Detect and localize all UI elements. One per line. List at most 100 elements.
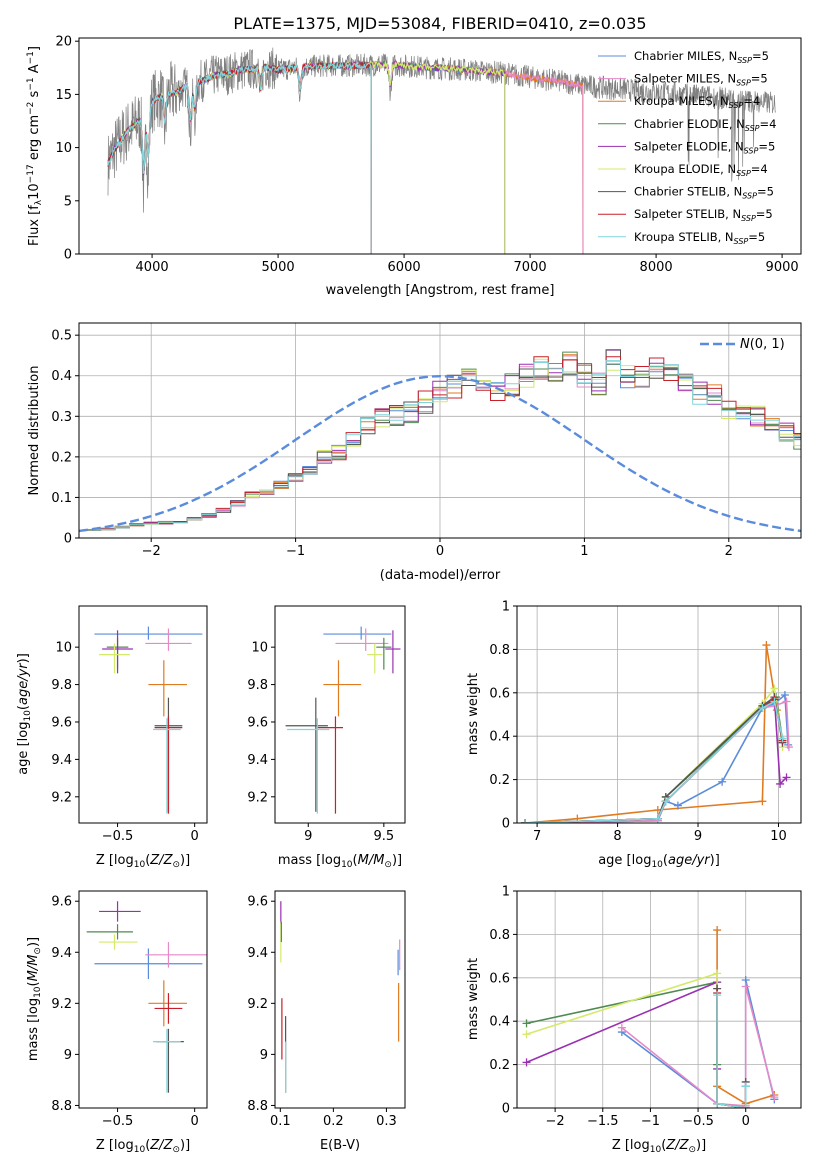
label-part: Kroupa STELIB, N (634, 230, 734, 244)
label-part: =5 (751, 72, 768, 86)
series-line (524, 700, 784, 823)
x-tick-label: 4000 (136, 260, 169, 275)
label-part: SSP (745, 124, 760, 133)
label-part: mass [log (278, 853, 341, 868)
y-tick-label: 9 (64, 1048, 72, 1063)
plot-area (86, 901, 207, 1093)
label-part: =4 (743, 94, 760, 108)
figure-title: PLATE=1375, MJD=53084, FIBERID=0410, z=0… (233, 14, 646, 33)
series-marker (762, 641, 771, 650)
label-part: ( (145, 853, 150, 868)
x-axis-label: E(B-V) (320, 1138, 360, 1153)
axes-frame (78, 37, 802, 255)
x-tick-label: 0.3 (376, 1114, 397, 1129)
legend-entry: Kroupa ELODIE, NSSP=4 (634, 162, 768, 178)
y-tick-label: 0.2 (51, 450, 72, 465)
y-tick-label: 0.1 (51, 491, 72, 506)
label-part: ⊙ (172, 860, 180, 870)
x-tick-label: −1.5 (587, 1114, 619, 1129)
label-part: 10 (134, 860, 146, 870)
y-tick-label: 0.8 (489, 928, 510, 943)
y-tick-label: 9.2 (51, 997, 72, 1012)
x-tick-label: −0.5 (102, 1114, 134, 1129)
label-part: Flux [f (27, 205, 42, 246)
y-tick-label: 1 (502, 600, 510, 615)
x-tick-label: −2 (142, 544, 161, 559)
legend-entry: Kroupa STELIB, NSSP=5 (634, 230, 765, 246)
series-marker (661, 797, 670, 806)
x-tick-label: 6000 (388, 260, 421, 275)
label-part: )] (180, 853, 190, 868)
x-tick-label: −1 (286, 544, 305, 559)
label-part: Chabrier ELODIE, N (634, 117, 745, 131)
x-tick-label: 8 (613, 829, 621, 844)
y-tick-label: 9.2 (247, 790, 268, 805)
series-marker (522, 1058, 531, 1067)
label-part: SSP (742, 192, 757, 201)
y-tick-label: 20 (55, 35, 72, 50)
spectrum-model-line (107, 61, 372, 254)
y-axis-label: Normed distribution (27, 366, 42, 496)
series-line (716, 993, 747, 1108)
label-part: Z/Z (149, 1138, 173, 1153)
label-part: −17 (26, 164, 36, 183)
y-tick-label: 0.4 (489, 1015, 510, 1030)
series-marker (758, 797, 767, 806)
series-marker (522, 1019, 531, 1028)
series-marker (782, 697, 791, 706)
label-part: SSP (734, 237, 749, 246)
label-part: ⊙ (688, 1145, 696, 1155)
plot-area (107, 47, 776, 254)
label-part: )] (392, 853, 402, 868)
series-line (716, 988, 747, 1108)
legend-entry: Salpeter MILES, NSSP=5 (634, 72, 768, 88)
series-line (524, 693, 789, 823)
series-marker (778, 734, 787, 743)
label-part: Z/Z (149, 853, 173, 868)
series-line (524, 695, 784, 823)
y-axis-label: mass [log10(M/M⊙)] (26, 937, 43, 1061)
y-tick-label: 9.6 (51, 715, 72, 730)
x-tick-label: 5000 (262, 260, 295, 275)
series-marker (782, 773, 791, 782)
y-tick-label: 0.3 (51, 410, 72, 425)
label-part: ⊙ (33, 947, 43, 955)
label-part: )] (696, 1138, 706, 1153)
label-part: age [log (16, 722, 31, 775)
x-tick-label: 0.2 (323, 1114, 344, 1129)
label-part: ( (663, 853, 668, 868)
label-part: age [log (598, 853, 651, 868)
x-tick-label: −0.5 (102, 829, 134, 844)
label-part: ⊙ (384, 860, 392, 870)
x-tick-label: 0 (191, 1114, 199, 1129)
series-marker (718, 777, 727, 786)
y-tick-label: 0.6 (489, 971, 510, 986)
y-axis-label: age [log10(age/yr)] (16, 653, 33, 775)
x-tick-label: 9.5 (373, 829, 394, 844)
label-part: )] (710, 853, 720, 868)
x-axis-label: (data-model)/error (380, 568, 501, 583)
label-part: SSP (729, 101, 744, 110)
series-line (524, 644, 778, 823)
series-marker (673, 801, 682, 810)
plot-area (94, 626, 203, 814)
y-tick-label: 8.8 (247, 1099, 268, 1114)
x-axis-label: Z [log10(Z/Z⊙)] (96, 853, 190, 870)
x-tick-label: 8000 (640, 260, 673, 275)
label-part: Kroupa ELODIE, N (634, 162, 736, 176)
chart-mass-weight-vs-Z: −2 −1.5 −1 −0.5 0 0 0.2 0.4 0.6 0.8 1 Z [log10(Z/Z⊙… (466, 885, 802, 1155)
x-axis-label: Z [log10(Z/Z⊙)] (612, 1138, 706, 1155)
y-tick-label: 9.2 (247, 997, 268, 1012)
normal-curve (79, 374, 801, 533)
label-part: 10 (27, 183, 42, 200)
y-tick-label: 10 (251, 641, 268, 656)
label-part: =5 (757, 185, 774, 199)
x-axis-label: mass [log10(M/M⊙)] (278, 853, 402, 870)
label-part: −2 (26, 102, 36, 115)
label-part: M/M (26, 955, 41, 982)
label-part: A (27, 64, 42, 77)
y-tick-label: 15 (55, 88, 72, 103)
series-marker (770, 697, 779, 706)
